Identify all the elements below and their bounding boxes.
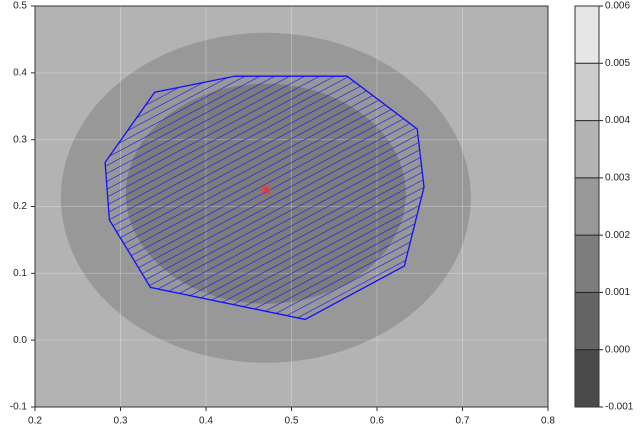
colorbar-band bbox=[575, 120, 599, 178]
hatched-region bbox=[104, 75, 425, 321]
x-tick-label: 0.2 bbox=[28, 416, 42, 427]
colorbar-label: 0.005 bbox=[605, 58, 630, 69]
y-tick-label: -0.1 bbox=[10, 402, 28, 413]
y-tick-label: 0.0 bbox=[13, 335, 27, 346]
colorbar-band bbox=[575, 6, 599, 64]
colorbar-band bbox=[575, 177, 599, 236]
colorbar-label: 0.000 bbox=[605, 344, 630, 355]
colorbar-label: 0.001 bbox=[605, 287, 630, 298]
colorbar-band bbox=[575, 63, 599, 121]
colorbar-label: 0.006 bbox=[605, 1, 630, 12]
colorbar-label: -0.001 bbox=[605, 402, 634, 413]
colorbar-band bbox=[575, 235, 599, 293]
overlay: 0.2 0.3 0.4 0.5 0.6 0.7 0.8 -0.1 0.0 0.1 0.2 0.3 0.4… bbox=[10, 1, 634, 427]
y-tick-label: 0.2 bbox=[13, 201, 27, 212]
x-tick-label: 0.4 bbox=[199, 416, 213, 427]
x-tick-label: 0.7 bbox=[456, 416, 470, 427]
colorbar-band bbox=[575, 292, 599, 350]
colorbar-label: 0.002 bbox=[605, 230, 630, 241]
x-tick-label: 0.8 bbox=[541, 416, 555, 427]
y-tick-label: 0.3 bbox=[13, 134, 27, 145]
colorbar-label: 0.004 bbox=[605, 115, 630, 126]
x-tick-label: 0.3 bbox=[114, 416, 128, 427]
x-tick-label: 0.6 bbox=[370, 416, 384, 427]
y-tick-label: 0.1 bbox=[13, 268, 27, 279]
y-tick-label: 0.5 bbox=[13, 1, 27, 12]
y-tick-label: 0.4 bbox=[13, 67, 27, 78]
colorbar-label: 0.003 bbox=[605, 172, 630, 183]
marker-stroke bbox=[261, 185, 271, 195]
colorbar-frame bbox=[574, 5, 600, 408]
colorbar-band bbox=[575, 349, 599, 407]
center-marker bbox=[259, 183, 272, 196]
x-tick-label: 0.5 bbox=[285, 416, 299, 427]
